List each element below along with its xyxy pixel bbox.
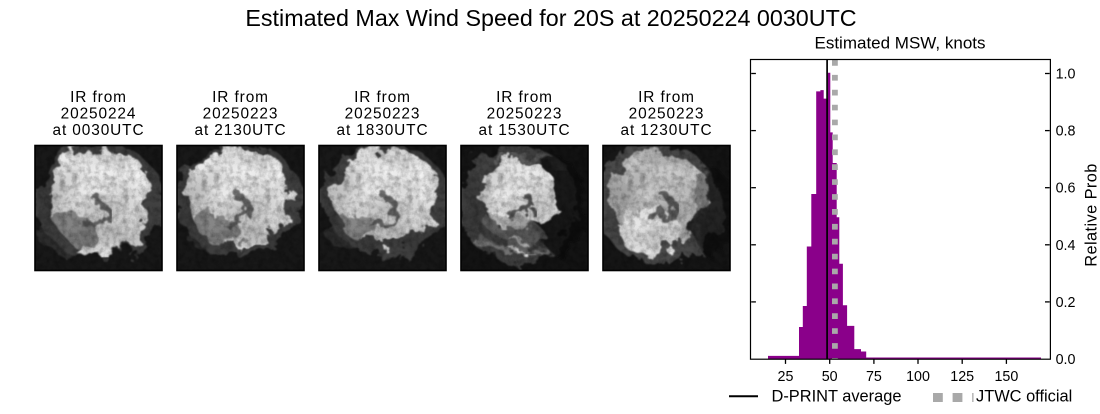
svg-text:IR from: IR from [70,89,127,106]
svg-text:JTWC official: JTWC official [976,388,1072,406]
svg-text:Estimated MSW, knots: Estimated MSW, knots [815,33,986,52]
svg-text:D-PRINT average: D-PRINT average [772,388,902,406]
svg-text:at 1830UTC: at 1830UTC [337,122,429,139]
svg-text:75: 75 [866,369,882,385]
svg-text:20250223: 20250223 [203,105,279,122]
svg-text:20250224: 20250224 [61,105,137,122]
svg-text:at 1530UTC: at 1530UTC [479,122,571,139]
svg-text:0.6: 0.6 [1056,181,1076,197]
svg-text:0.0: 0.0 [1056,352,1076,368]
svg-text:at 2130UTC: at 2130UTC [195,122,287,139]
svg-text:Estimated Max Wind Speed for 2: Estimated Max Wind Speed for 20S at 2025… [245,5,856,31]
svg-text:20250223: 20250223 [345,105,421,122]
svg-text:100: 100 [906,369,930,385]
svg-text:0.4: 0.4 [1056,238,1076,254]
svg-text:20250223: 20250223 [487,105,563,122]
svg-text:1.0: 1.0 [1056,67,1076,83]
svg-text:125: 125 [950,369,974,385]
svg-text:25: 25 [778,369,794,385]
svg-text:IR from: IR from [212,89,269,106]
svg-text:50: 50 [822,369,838,385]
svg-text:0.2: 0.2 [1056,295,1076,311]
svg-text:at 1230UTC: at 1230UTC [621,122,713,139]
svg-text:IR from: IR from [354,89,411,106]
svg-text:0.8: 0.8 [1056,124,1076,140]
svg-text:IR from: IR from [496,89,553,106]
svg-text:20250223: 20250223 [629,105,705,122]
svg-text:at 0030UTC: at 0030UTC [53,122,145,139]
svg-text:IR from: IR from [638,89,695,106]
svg-text:150: 150 [994,369,1018,385]
svg-text:Relative Prob: Relative Prob [1083,163,1100,267]
